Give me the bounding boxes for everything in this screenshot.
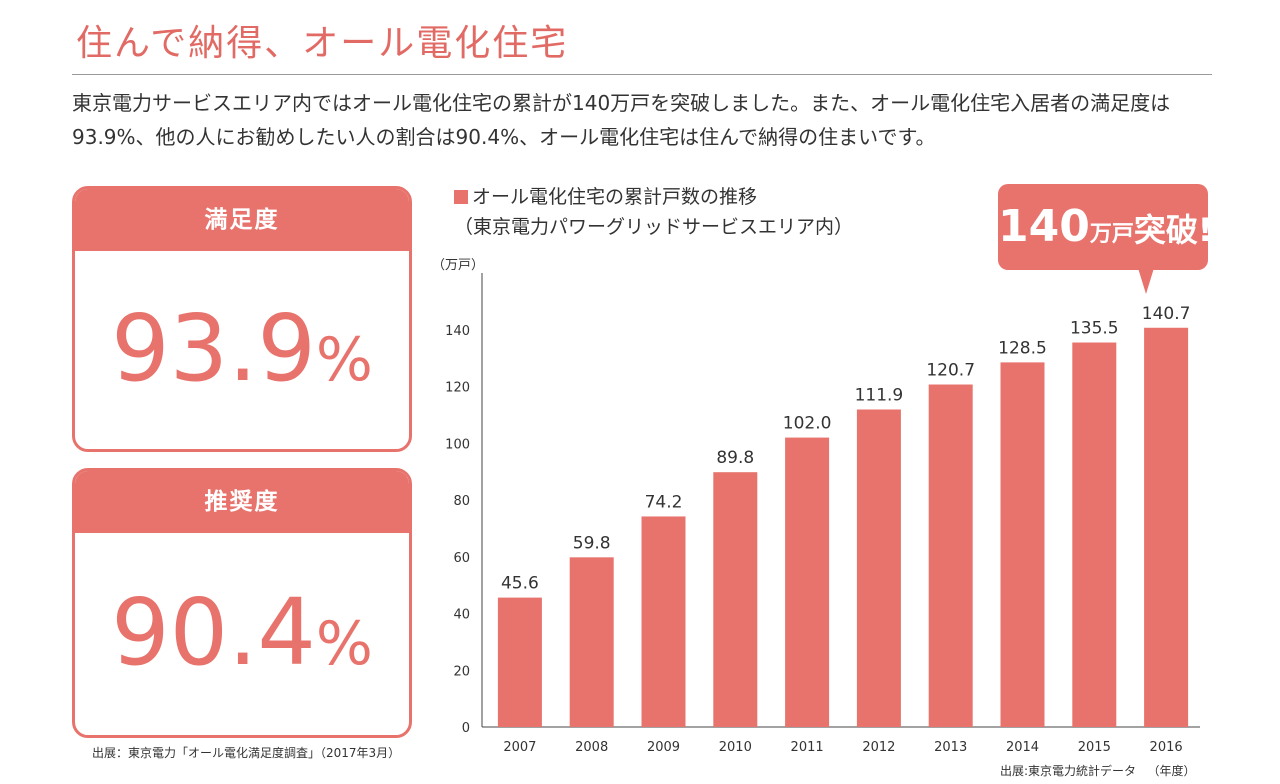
callout-unit: 万戸 <box>1089 222 1134 247</box>
satisfaction-value-unit: % <box>315 325 373 395</box>
bar <box>1000 362 1045 727</box>
satisfaction-value-number: 93.9 <box>111 295 316 402</box>
bar-value-label: 102.0 <box>783 414 832 434</box>
callout-number: 140 <box>998 201 1090 252</box>
recommendation-value-number: 90.4 <box>111 579 316 686</box>
bar-value-label: 89.8 <box>716 448 754 468</box>
milestone-callout: 140万戸突破! <box>998 184 1212 270</box>
y-axis-title: （万戸） <box>432 258 484 273</box>
bar <box>569 557 614 727</box>
recommendation-card-label: 推奨度 <box>75 471 409 533</box>
y-tick-label: 40 <box>453 608 470 623</box>
x-tick-label: 2012 <box>862 740 895 755</box>
y-tick-label: 120 <box>445 381 470 396</box>
x-tick-label: 2009 <box>647 740 680 755</box>
x-tick-label: 2008 <box>575 740 608 755</box>
bar <box>928 384 973 727</box>
x-tick-label: 2016 <box>1150 740 1183 755</box>
chart-title-block: オール電化住宅の累計戸数の推移 （東京電力パワーグリッドサービスエリア内） <box>454 182 853 242</box>
callout-text: 突破! <box>1133 211 1213 249</box>
bar-value-label: 135.5 <box>1070 319 1119 339</box>
x-tick-label: 2015 <box>1078 740 1111 755</box>
survey-source-note: 出展：東京電力「オール電化満足度調査」（2017年3月） <box>92 746 401 760</box>
y-tick-label: 140 <box>445 324 470 339</box>
y-tick-label: 0 <box>462 721 470 736</box>
bar <box>1144 327 1189 727</box>
bar <box>785 437 830 727</box>
bar-value-label: 120.7 <box>926 361 975 381</box>
x-tick-label: 2007 <box>503 740 536 755</box>
x-tick-label: 2014 <box>1006 740 1039 755</box>
x-tick-label: 2010 <box>719 740 752 755</box>
bar <box>497 597 542 727</box>
recommendation-value-unit: % <box>315 609 373 679</box>
bar-value-label: 45.6 <box>501 574 539 594</box>
recommendation-card: 推奨度 90.4% <box>72 468 412 738</box>
bar-value-label: 74.2 <box>645 492 683 512</box>
bar-chart: （万戸） 0 20 40 60 80 100 120 140 45.6 2007 59.8 2008 74… <box>432 258 1200 755</box>
y-tick-label: 100 <box>445 437 470 452</box>
chart-title: オール電化住宅の累計戸数の推移 <box>472 186 758 208</box>
satisfaction-card: 満足度 93.9% <box>72 186 412 452</box>
recommendation-card-value: 90.4% <box>75 533 409 735</box>
bar-value-label: 140.7 <box>1142 304 1191 324</box>
page-title: 住んで納得、オール電化住宅 <box>76 23 569 64</box>
y-tick-label: 20 <box>453 664 470 679</box>
chart-subtitle: （東京電力パワーグリッドサービスエリア内） <box>454 216 854 238</box>
title-square-marker <box>454 190 468 204</box>
satisfaction-card-label: 満足度 <box>75 189 409 251</box>
x-axis-title: （年度） <box>1147 764 1196 778</box>
bar-value-label: 59.8 <box>573 533 611 553</box>
y-tick-label: 80 <box>453 494 470 509</box>
title-divider <box>72 74 1212 75</box>
x-tick-label: 2013 <box>934 740 967 755</box>
bar-value-label: 128.5 <box>998 338 1047 358</box>
bar <box>1072 342 1117 727</box>
satisfaction-card-value: 93.9% <box>75 251 409 449</box>
intro-text: 東京電力サービスエリア内ではオール電化住宅の累計が140万戸を突破しました。また… <box>72 91 1171 149</box>
bar <box>713 472 758 727</box>
bar-value-label: 111.9 <box>855 385 904 405</box>
chart-source-text: 出展:東京電力統計データ <box>1000 764 1137 778</box>
y-tick-label: 60 <box>453 551 470 566</box>
bar <box>641 516 686 727</box>
callout-pointer <box>1138 268 1154 294</box>
x-tick-label: 2011 <box>791 740 824 755</box>
bar <box>856 409 901 727</box>
chart-source-note: 出展:東京電力統計データ （年度） <box>1000 762 1196 779</box>
